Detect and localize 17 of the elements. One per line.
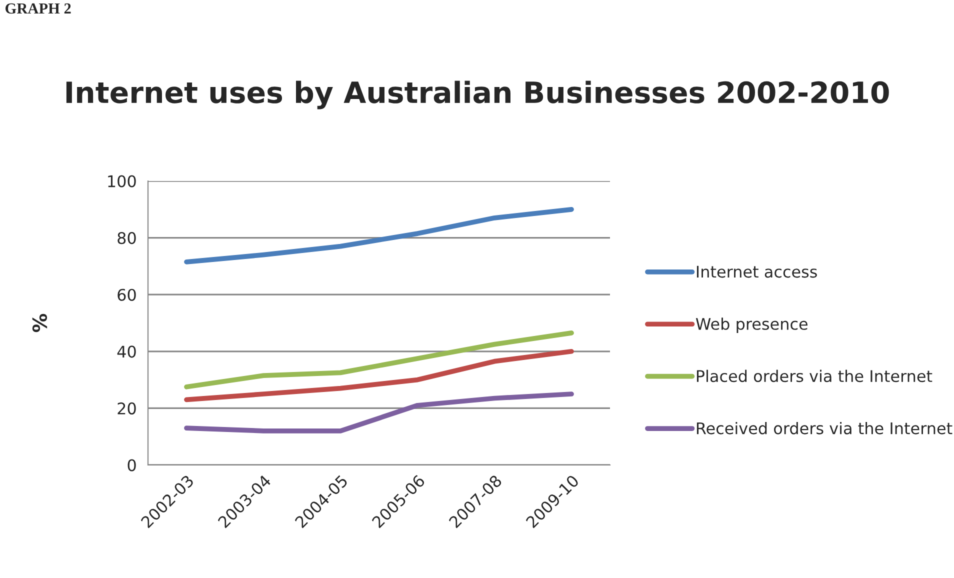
line-series	[184, 206, 574, 264]
caption: GRAPH 2	[6, 3, 71, 14]
y-tick-label: 40	[117, 346, 136, 358]
legend-label: Internet access	[696, 266, 817, 278]
chart-title: Internet uses by Australian Businesses 2002-2010	[66, 80, 889, 110]
legend-label: Placed orders via the Internet	[696, 370, 932, 382]
y-tick-label: 100	[108, 175, 136, 188]
y-axis-title: %	[32, 314, 48, 332]
legend-label: Web presence	[696, 318, 808, 334]
y-tick-label: 80	[118, 232, 136, 244]
line-series	[184, 330, 574, 390]
y-tick-label: 60	[118, 288, 136, 301]
line-series	[184, 348, 574, 402]
y-tick-label: 0	[128, 459, 136, 472]
y-tick-label: 20	[118, 402, 136, 414]
legend-label: Received orders via the Internet	[696, 422, 952, 434]
line-series	[184, 392, 574, 434]
